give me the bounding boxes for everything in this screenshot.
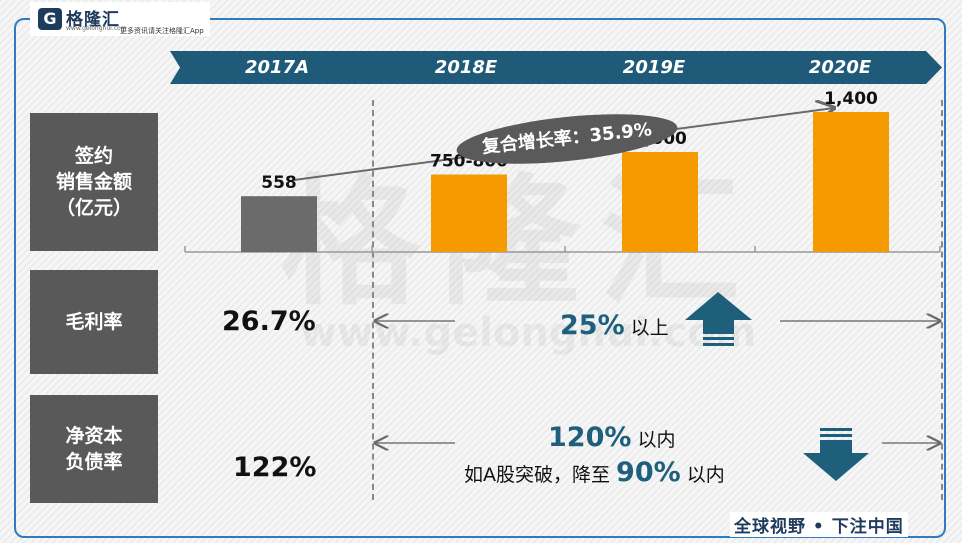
year-2019E: 2019E <box>622 57 686 78</box>
gearing-note: 如A股突破，降至 90% 以内 <box>464 457 725 488</box>
logo: G 格隆汇 www.gelonghui.com 更多资讯请关注格隆汇App <box>30 2 210 36</box>
gearing-target-pct: 120% <box>548 422 632 453</box>
bar-label-2020E: 1,400 <box>824 89 878 109</box>
margin-target-text: 以上 <box>624 317 669 339</box>
bar-2018E <box>431 174 507 252</box>
year-2018E: 2018E <box>434 57 498 78</box>
footer-slogan: 全球视野 • 下注中国 <box>730 512 908 537</box>
up-arrow-icon <box>685 292 752 346</box>
bar-label-2017A: 558 <box>261 173 297 193</box>
row-label-sales-text: 签约 销售金额 （亿元） <box>55 145 132 219</box>
content-frame <box>14 18 946 538</box>
bar-2017A <box>241 196 317 252</box>
row-label-margin-text: 毛利率 <box>65 311 123 333</box>
year-header-band <box>170 51 942 84</box>
gearing-2017-value: 122% <box>233 452 317 483</box>
down-arrow-icon <box>803 428 869 481</box>
row-label-gearing-text: 净资本 负债率 <box>65 425 123 473</box>
logo-name: 格隆汇 <box>66 10 120 30</box>
year-2017A: 2017A <box>244 57 310 78</box>
bar-2019E <box>622 152 698 252</box>
margin-target: 25% 以上 <box>560 310 669 341</box>
logo-mark: G <box>38 8 62 30</box>
margin-target-pct: 25% <box>560 310 625 341</box>
row-label-sales: 签约 销售金额 （亿元） <box>30 113 158 251</box>
row-label-gearing: 净资本 负债率 <box>30 395 158 503</box>
gearing-target: 120% 以内 <box>548 422 675 453</box>
year-2020E: 2020E <box>808 57 872 78</box>
divider-2017 <box>372 100 374 500</box>
row-label-margin: 毛利率 <box>30 270 158 374</box>
margin-2017-value: 26.7% <box>222 306 316 337</box>
gearing-target-text: 以内 <box>631 429 676 451</box>
logo-tagline: 更多资讯请关注格隆汇App <box>120 27 204 35</box>
gearing-note-prefix: 如A股突破，降至 <box>464 464 617 486</box>
bar-2020E <box>813 112 889 252</box>
gearing-note-suffix: 以内 <box>680 464 725 486</box>
logo-url: www.gelonghui.com <box>66 25 127 32</box>
divider-right <box>941 100 943 500</box>
gearing-note-pct: 90% <box>616 457 681 488</box>
